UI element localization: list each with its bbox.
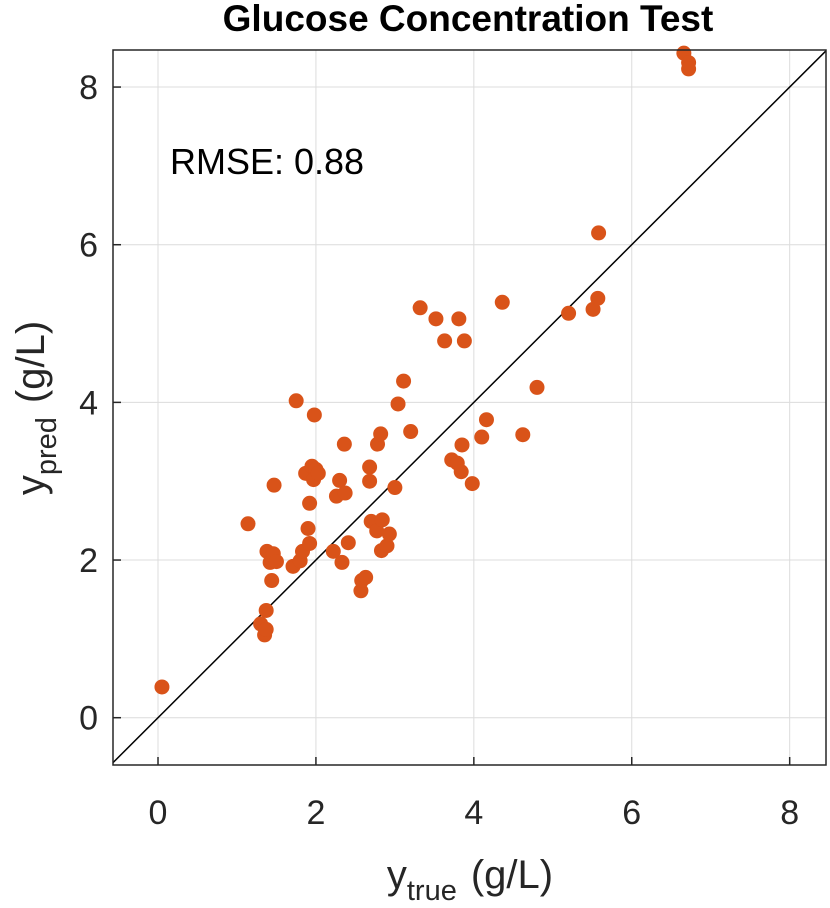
y-tick-label: 2	[79, 542, 98, 580]
data-point	[379, 538, 395, 554]
data-point	[306, 407, 322, 423]
y-label-base: y	[9, 475, 53, 495]
data-point	[362, 459, 378, 475]
data-point	[515, 427, 531, 443]
data-point	[591, 225, 607, 241]
data-point	[453, 464, 469, 480]
data-point	[456, 333, 472, 349]
data-point	[302, 495, 318, 511]
data-point	[300, 521, 316, 537]
data-point	[337, 485, 353, 501]
data-point	[268, 554, 284, 570]
x-tick-label: 6	[622, 794, 641, 832]
y-axis-label: ypred (g/L)	[9, 321, 63, 495]
data-point	[474, 429, 490, 445]
data-point	[681, 61, 697, 77]
data-point	[478, 412, 494, 428]
grid	[113, 50, 826, 765]
data-point	[390, 396, 406, 412]
data-point	[240, 516, 256, 532]
x-tick-label: 0	[149, 794, 168, 832]
axes-box	[112, 49, 827, 766]
data-point	[494, 294, 510, 310]
data-point	[336, 436, 352, 452]
data-point	[358, 569, 374, 585]
data-point	[264, 573, 280, 589]
data-point	[529, 379, 545, 395]
data-point	[561, 305, 577, 321]
y-tick-label: 6	[79, 227, 98, 265]
data-point	[334, 554, 350, 570]
data-point	[288, 393, 304, 409]
x-tick-label: 8	[780, 794, 799, 832]
data-point	[428, 311, 444, 327]
x-tick-label: 2	[306, 794, 325, 832]
x-axis-label: ytrue (g/L)	[387, 853, 553, 907]
annotation: RMSE: 0.88	[170, 141, 364, 182]
data-point	[590, 290, 606, 306]
data-point	[396, 373, 412, 389]
data-point	[332, 472, 348, 488]
marks	[112, 45, 827, 764]
data-point	[266, 477, 282, 493]
x-label-unit: (g/L)	[471, 853, 553, 897]
data-point	[454, 437, 470, 453]
data-point	[258, 621, 274, 637]
data-point	[325, 543, 341, 559]
x-label-sub: true	[407, 875, 457, 907]
y-tick-label: 8	[79, 69, 98, 107]
data-point	[258, 602, 274, 618]
data-point	[369, 523, 385, 539]
data-point	[464, 476, 480, 492]
data-point	[374, 512, 390, 528]
y-tick-label: 0	[79, 700, 98, 738]
y-label-sub: pred	[31, 417, 63, 475]
identity-line	[112, 50, 827, 764]
data-point	[381, 526, 397, 542]
y-tick-label: 4	[79, 384, 98, 422]
data-point	[340, 535, 356, 551]
data-point	[302, 535, 318, 551]
x-tick-label: 4	[464, 794, 483, 832]
data-point	[310, 465, 326, 481]
data-point	[362, 473, 378, 489]
data-point	[451, 311, 467, 327]
data-point	[387, 480, 403, 496]
data-point	[412, 300, 428, 316]
data-point	[154, 679, 170, 695]
data-point	[403, 424, 419, 440]
data-point	[373, 426, 389, 442]
chart-title: Glucose Concentration Test	[223, 0, 714, 39]
x-label-base: y	[387, 853, 407, 897]
y-label-unit: (g/L)	[9, 321, 53, 403]
data-point	[437, 333, 453, 349]
